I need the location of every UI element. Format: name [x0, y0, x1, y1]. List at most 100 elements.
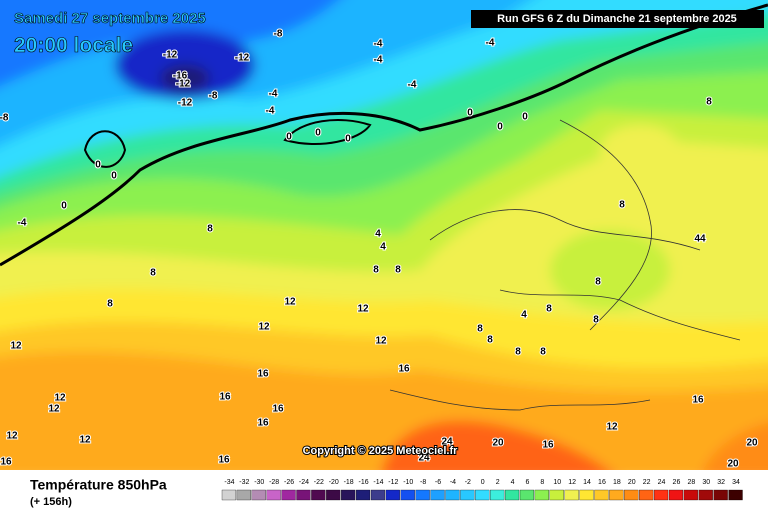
contour-label: 12	[10, 341, 22, 352]
contour-label: 12	[258, 322, 270, 333]
legend-title: Température 850hPa	[30, 477, 167, 493]
scale-swatch	[549, 489, 564, 501]
scale-swatch	[609, 489, 624, 501]
scale-label: -30	[254, 479, 264, 486]
contour-label: -12	[178, 98, 193, 109]
contour-label: 0	[467, 108, 473, 119]
scale-label: -12	[388, 479, 398, 486]
contour-label: -4	[486, 38, 495, 49]
scale-label: -34	[224, 479, 234, 486]
contour-label: 8	[593, 315, 599, 326]
scale-label: 2	[496, 479, 500, 486]
scale-swatch	[624, 489, 639, 501]
scale-label: 10	[553, 479, 561, 486]
contour-label: 0	[315, 128, 321, 139]
contour-label: -12	[176, 79, 191, 90]
scale-label: 6	[525, 479, 529, 486]
borders	[389, 119, 741, 411]
scale-swatch	[221, 489, 237, 501]
contour-label: -8	[0, 113, 9, 124]
contour-label: 8	[107, 299, 113, 310]
contour-label: 8	[595, 277, 601, 288]
contour-label: 0	[345, 134, 351, 145]
contour-label: 16	[257, 369, 269, 380]
scale-swatch	[281, 489, 296, 501]
coastlines	[0, 3, 768, 267]
scale-label: -22	[314, 479, 324, 486]
scale-swatch	[504, 489, 520, 501]
scale-label: 22	[643, 479, 651, 486]
scale-swatch	[311, 489, 326, 501]
scale-swatch	[296, 489, 311, 501]
scale-label: -26	[284, 479, 294, 486]
contour-label: 4	[375, 229, 381, 240]
contour-label: 16	[0, 457, 12, 468]
contour-label: 0	[111, 171, 117, 182]
scale-label: -32	[239, 479, 249, 486]
contour-label: 0	[522, 112, 528, 123]
scale-label: -14	[373, 479, 383, 486]
scale-swatch	[400, 489, 415, 501]
scale-label: -28	[269, 479, 279, 486]
scale-swatch	[683, 489, 698, 501]
scale-swatch	[370, 489, 386, 501]
scale-label: 8	[540, 479, 544, 486]
contour-label: 12	[6, 431, 18, 442]
scale-swatch	[490, 489, 505, 501]
contour-label: 0	[286, 132, 292, 143]
scale-label: -24	[299, 479, 309, 486]
contour-label: -4	[266, 106, 275, 117]
contour-label: -8	[274, 29, 283, 40]
legend-subtitle: (+ 156h)	[30, 496, 72, 508]
run-info: Run GFS 6 Z du Dimanche 21 septembre 202…	[497, 13, 737, 25]
contour-label: 12	[54, 393, 66, 404]
contour-label: -4	[374, 55, 383, 66]
contour-label: -8	[209, 91, 218, 102]
contour-label: 12	[357, 304, 369, 315]
contour-label: 8	[373, 265, 379, 276]
scale-swatch	[251, 489, 266, 501]
scale-swatch	[355, 489, 371, 501]
contour-label: 20	[727, 459, 739, 470]
contour-label: 16	[218, 455, 230, 466]
contour-label: 4	[380, 242, 386, 253]
scale-label: 28	[687, 479, 695, 486]
scale-label: 26	[673, 479, 681, 486]
scale-label: 20	[628, 479, 636, 486]
scale-swatch	[445, 489, 460, 501]
contour-label: 8	[487, 335, 493, 346]
scale-swatch	[698, 489, 713, 501]
scale-swatch	[639, 489, 654, 501]
scale-label: 32	[717, 479, 725, 486]
scale-swatch	[236, 489, 251, 501]
contour-label: 20	[746, 438, 758, 449]
scale-label: 0	[481, 479, 485, 486]
contour-label: 8	[395, 265, 401, 276]
contour-label: 8	[477, 324, 483, 335]
contour-label: 24	[441, 437, 453, 448]
scale-swatch	[266, 489, 281, 501]
scale-label: -18	[344, 479, 354, 486]
contour-label: 8	[546, 304, 552, 315]
contour-label: 16	[219, 392, 231, 403]
contour-label: -4	[18, 218, 27, 229]
contour-label: 8	[706, 97, 712, 108]
scale-swatch	[594, 489, 609, 501]
contour-label: 8	[515, 347, 521, 358]
scale-label: 30	[702, 479, 710, 486]
color-scale: -34 -32 -30 -28 -26 -24 -22 -20 -18 -16 -14 -12 -10-…	[221, 479, 743, 501]
scale-swatch	[475, 489, 490, 501]
scale-swatch	[341, 489, 356, 501]
copyright: Copyright © 2025 Meteociel.fr	[303, 445, 459, 457]
scale-swatch	[519, 489, 535, 501]
scale-label: -10	[403, 479, 413, 486]
contour-label: 8	[619, 200, 625, 211]
contour-label: 12	[375, 336, 387, 347]
contour-label: 12	[48, 404, 60, 415]
contour-label: 8	[540, 347, 546, 358]
scale-label: -6	[435, 479, 441, 486]
scale-swatch	[564, 489, 579, 501]
contour-label: 0	[95, 160, 101, 171]
contour-label: 0	[61, 201, 67, 212]
